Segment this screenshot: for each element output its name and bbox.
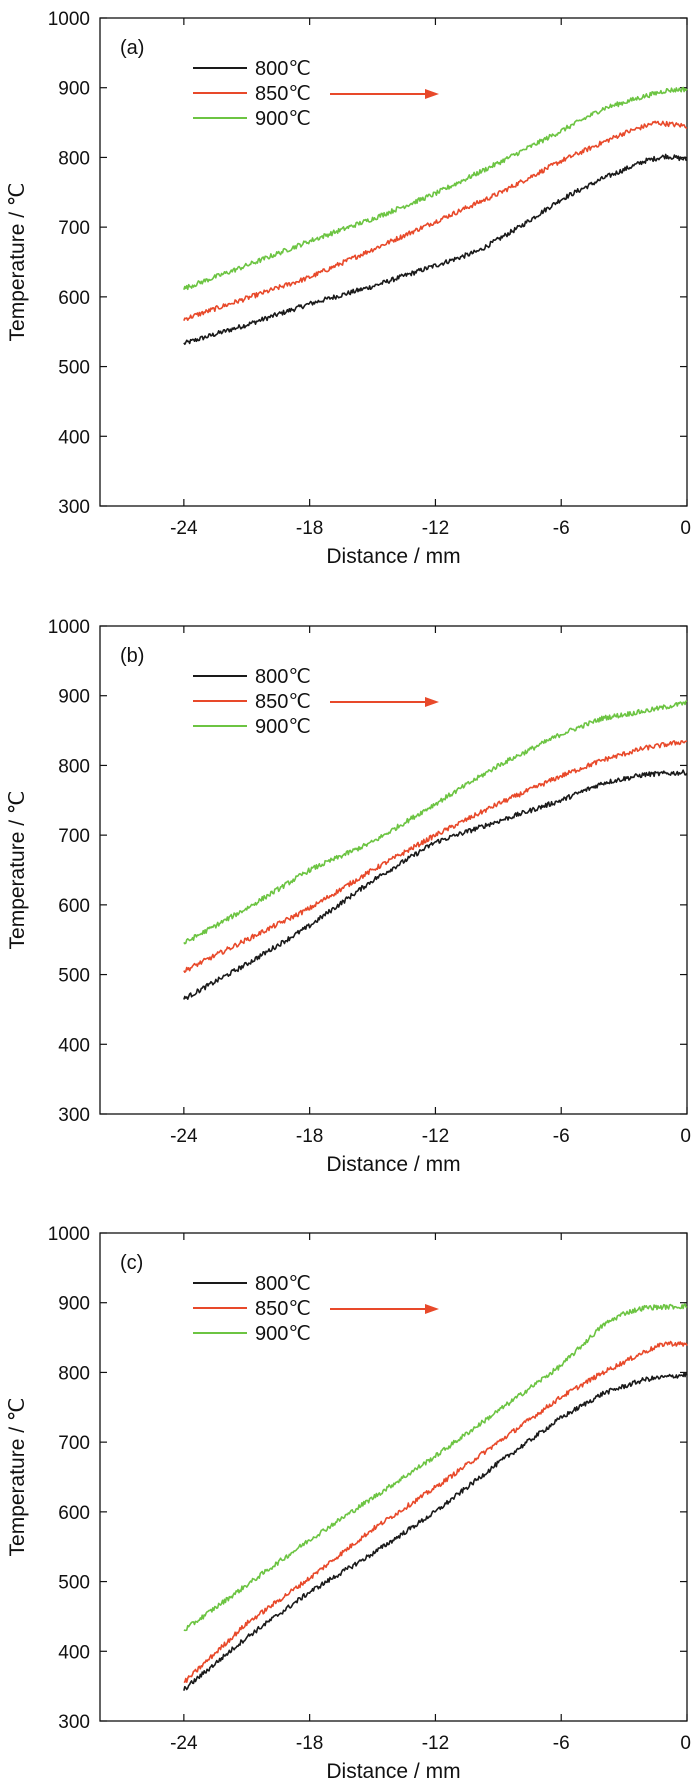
series-line-800℃ [183, 1372, 688, 1691]
series-line-850℃ [183, 1340, 688, 1683]
y-tick-label: 700 [58, 826, 90, 847]
legend-entry: 850℃ [255, 691, 311, 713]
legend-entry: 850℃ [255, 83, 311, 105]
series-line-850℃ [183, 120, 688, 321]
x-tick-label: 0 [680, 1126, 691, 1147]
y-tick-label: 400 [58, 427, 90, 448]
legend: 800℃ 850℃ 900℃ [193, 666, 311, 738]
y-tick-label: 800 [58, 148, 90, 169]
x-tick-label: -6 [553, 518, 570, 539]
legend-entry: 900℃ [255, 108, 311, 130]
x-tick-label: -6 [553, 1733, 570, 1754]
x-tick-label: -24 [170, 1126, 198, 1147]
y-tick-label: 1000 [48, 617, 90, 638]
plot-frame [99, 17, 688, 507]
series-line-900℃ [183, 86, 688, 291]
x-tick-label: -12 [422, 1733, 449, 1754]
arrow-head-icon [425, 89, 439, 99]
panel-label: (c) [120, 1252, 143, 1274]
x-tick-label: -18 [296, 1733, 323, 1754]
y-tick-label: 500 [58, 966, 90, 987]
y-tick-label: 600 [58, 896, 90, 917]
y-axis-title: Temperature / ℃ [6, 183, 29, 342]
y-tick-label: 900 [58, 1294, 90, 1315]
y-axis-title: Temperature / ℃ [6, 1398, 29, 1557]
panel-label: (b) [120, 645, 144, 667]
y-tick-label: 1000 [48, 1224, 90, 1245]
y-tick-label: 300 [58, 1712, 90, 1733]
legend-entry: 800℃ [255, 1273, 311, 1295]
legend: 800℃ 850℃ 900℃ [193, 58, 311, 130]
plot-frame [99, 625, 688, 1115]
x-tick-label: -18 [296, 518, 323, 539]
y-tick-label: 300 [58, 1105, 90, 1126]
series-line-900℃ [183, 1303, 688, 1632]
chart-panel-3: 300 400 500 600 700 800 900 1000 -24 -18 -12 -6 0 Dis… [6, 1224, 691, 1783]
y-tick-label: 800 [58, 756, 90, 777]
legend-entry: 800℃ [255, 58, 311, 80]
y-tick-label: 800 [58, 1363, 90, 1384]
series-line-850℃ [183, 740, 688, 973]
y-tick-label: 400 [58, 1642, 90, 1663]
y-axis-title: Temperature / ℃ [6, 791, 29, 950]
arrow-head-icon [425, 697, 439, 707]
y-tick-label: 900 [58, 687, 90, 708]
x-tick-label: -24 [170, 518, 198, 539]
y-tick-label: 300 [58, 497, 90, 518]
y-tick-label: 900 [58, 79, 90, 100]
legend-entry: 800℃ [255, 666, 311, 688]
y-tick-label: 600 [58, 288, 90, 309]
arrow-head-icon [425, 1304, 439, 1314]
x-tick-label: -12 [422, 1126, 449, 1147]
x-tick-label: -18 [296, 1126, 323, 1147]
x-tick-label: 0 [680, 1733, 691, 1754]
x-tick-label: -12 [422, 518, 449, 539]
panel-label: (a) [120, 37, 144, 59]
y-tick-label: 1000 [48, 9, 90, 30]
y-tick-label: 600 [58, 1503, 90, 1524]
y-tick-label: 500 [58, 1573, 90, 1594]
legend-entry: 900℃ [255, 1323, 311, 1345]
x-axis-title: Distance / mm [326, 1760, 460, 1783]
series-line-900℃ [183, 700, 688, 945]
x-tick-label: 0 [680, 518, 691, 539]
chart-panel-2: 300 400 500 600 700 800 900 1000 -24 -18 -12 -6 0 Dis… [6, 617, 691, 1176]
x-axis-title: Distance / mm [326, 1153, 460, 1176]
y-tick-label: 500 [58, 358, 90, 379]
series-line-800℃ [183, 769, 688, 1001]
x-axis-title: Distance / mm [326, 545, 460, 568]
legend-entry: 900℃ [255, 716, 311, 738]
y-tick-label: 700 [58, 218, 90, 239]
x-tick-label: -6 [553, 1126, 570, 1147]
legend: 800℃ 850℃ 900℃ [193, 1273, 311, 1345]
y-tick-label: 400 [58, 1035, 90, 1056]
legend-entry: 850℃ [255, 1298, 311, 1320]
chart-panel-1: 300 400 500 600 700 800 900 1000 -24 -18 -12 -6 0 Dis… [6, 9, 691, 568]
x-tick-label: -24 [170, 1733, 198, 1754]
y-tick-label: 700 [58, 1433, 90, 1454]
plot-frame [99, 1232, 688, 1722]
series-line-800℃ [183, 153, 688, 346]
